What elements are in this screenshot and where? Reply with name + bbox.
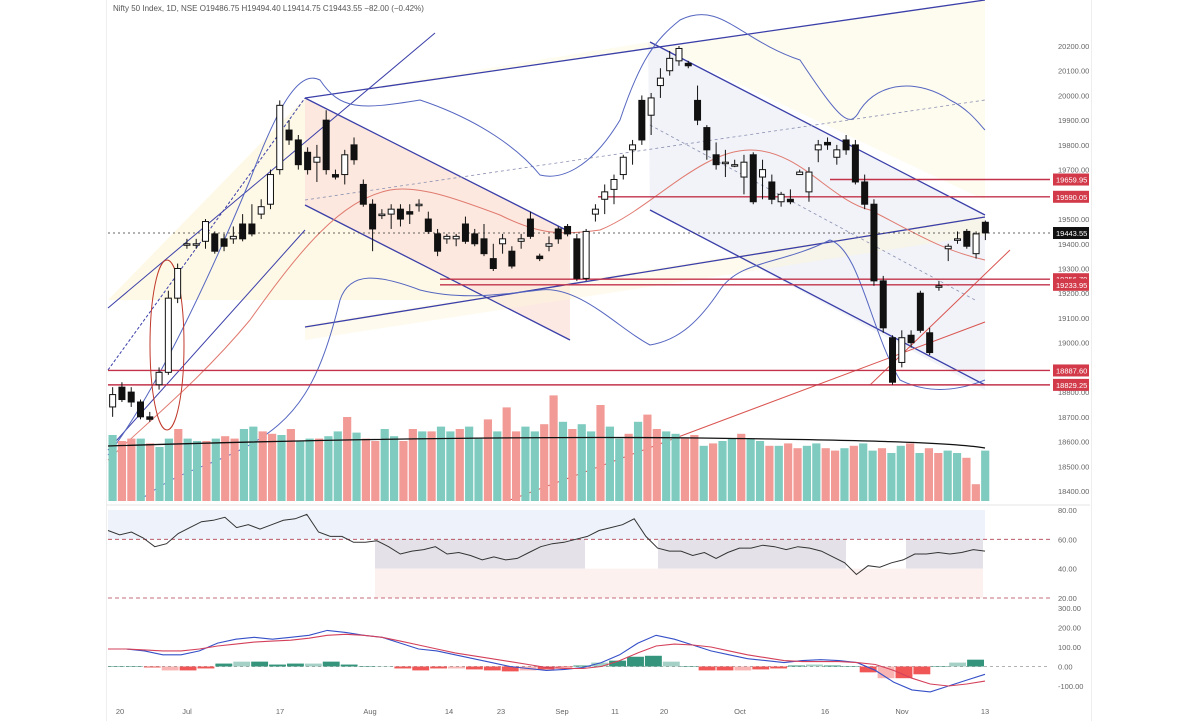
svg-text:19590.05: 19590.05 [1056, 193, 1087, 202]
time-axis[interactable]: 20 Jul 17 Aug 14 23 Sep 11 20 Oct 16 Nov 13 [116, 707, 989, 716]
svg-text:20: 20 [116, 707, 124, 716]
svg-text:23: 23 [497, 707, 505, 716]
svg-text:18400.00: 18400.00 [1058, 487, 1089, 496]
svg-text:19800.00: 19800.00 [1058, 141, 1089, 150]
svg-text:0.00: 0.00 [1058, 663, 1073, 672]
svg-text:20200.00: 20200.00 [1058, 42, 1089, 51]
svg-text:60.00: 60.00 [1058, 535, 1077, 544]
svg-text:-100.00: -100.00 [1058, 682, 1083, 691]
svg-text:16: 16 [821, 707, 829, 716]
candlesticks [109, 46, 989, 422]
svg-text:Oct: Oct [734, 707, 747, 716]
svg-text:19200.00: 19200.00 [1058, 289, 1089, 298]
chart-title: Nifty 50 Index, 1D, NSE O19486.75 H19494… [113, 4, 424, 13]
svg-text:11: 11 [611, 707, 619, 716]
svg-text:19900.00: 19900.00 [1058, 116, 1089, 125]
svg-text:18887.60: 18887.60 [1056, 366, 1087, 375]
svg-text:19700.00: 19700.00 [1058, 166, 1089, 175]
svg-text:14: 14 [445, 707, 453, 716]
svg-text:19000.00: 19000.00 [1058, 339, 1089, 348]
svg-text:18800.00: 18800.00 [1058, 388, 1089, 397]
svg-text:300.00: 300.00 [1058, 604, 1081, 613]
svg-text:Sep: Sep [555, 707, 568, 716]
svg-text:Jul: Jul [182, 707, 192, 716]
price-axis[interactable]: 20200.00 20100.00 20000.00 19900.00 19800.00… [1052, 0, 1090, 721]
svg-text:200.00: 200.00 [1058, 624, 1081, 633]
svg-text:20000.00: 20000.00 [1058, 91, 1089, 100]
bollinger-bands [107, 14, 986, 501]
svg-text:18700.00: 18700.00 [1058, 413, 1089, 422]
svg-text:Aug: Aug [363, 707, 376, 716]
svg-text:20.00: 20.00 [1058, 594, 1077, 603]
svg-text:13: 13 [981, 707, 989, 716]
svg-text:17: 17 [276, 707, 284, 716]
rsi-panel [107, 510, 1050, 599]
macd-panel [108, 629, 1050, 693]
svg-text:19233.95: 19233.95 [1056, 281, 1087, 290]
svg-text:19443.55: 19443.55 [1056, 229, 1087, 238]
svg-text:80.00: 80.00 [1058, 506, 1077, 515]
svg-text:18600.00: 18600.00 [1058, 438, 1089, 447]
svg-text:18829.25: 18829.25 [1056, 381, 1087, 390]
volume-bars [107, 395, 990, 501]
svg-text:20: 20 [660, 707, 668, 716]
svg-text:19659.95: 19659.95 [1056, 176, 1087, 185]
price-levels [108, 178, 1050, 431]
svg-text:19300.00: 19300.00 [1058, 265, 1089, 274]
svg-text:20100.00: 20100.00 [1058, 67, 1089, 76]
svg-text:100.00: 100.00 [1058, 643, 1081, 652]
svg-text:19100.00: 19100.00 [1058, 314, 1089, 323]
svg-text:40.00: 40.00 [1058, 565, 1077, 574]
svg-text:Nov: Nov [895, 707, 909, 716]
svg-text:19500.00: 19500.00 [1058, 215, 1089, 224]
svg-text:18500.00: 18500.00 [1058, 462, 1089, 471]
svg-text:19400.00: 19400.00 [1058, 240, 1089, 249]
